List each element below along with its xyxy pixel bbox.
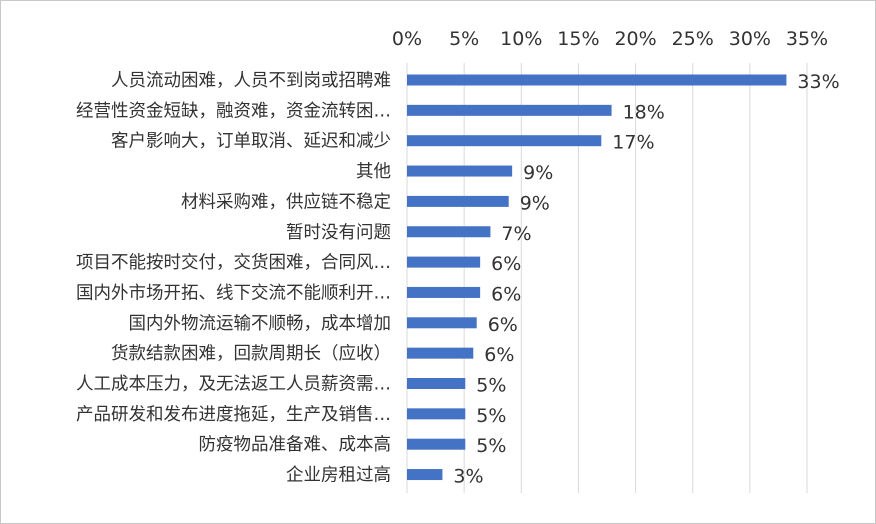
- x-tick-label: 5%: [449, 28, 479, 50]
- bar: [407, 256, 481, 268]
- data-label: 6%: [491, 253, 521, 275]
- category-label: 客户影响大，订单取消、延迟和减少: [111, 132, 391, 152]
- x-tick-label: 10%: [500, 28, 542, 50]
- category-label: 货款结款困难，回款周期长（应收）: [111, 344, 391, 364]
- data-label: 7%: [501, 223, 531, 245]
- x-tick-label: 20%: [614, 28, 656, 50]
- x-tick-label: 30%: [729, 28, 771, 50]
- data-label: 6%: [484, 344, 514, 366]
- bar: [407, 469, 443, 481]
- x-tick-label: 15%: [557, 28, 599, 50]
- bar: [407, 135, 602, 147]
- data-label: 3%: [453, 466, 483, 488]
- x-axis-ticks: 0% 5% 10% 15% 20% 25% 30% 35%: [392, 28, 828, 50]
- bar: [407, 104, 612, 116]
- gridlines: [406, 63, 808, 493]
- category-label: 其他: [356, 162, 391, 182]
- data-label: 5%: [476, 405, 506, 427]
- bar: [407, 378, 466, 389]
- bar: [407, 226, 491, 238]
- bar: [407, 438, 466, 450]
- category-label: 暂时没有问题: [286, 223, 391, 243]
- data-label: 9%: [523, 162, 553, 184]
- bar: [407, 165, 513, 177]
- bars: [407, 74, 787, 481]
- category-label: 国内外物流运输不顺畅，成本增加: [129, 314, 392, 334]
- x-tick-label: 25%: [672, 28, 714, 50]
- data-label: 17%: [612, 132, 654, 154]
- bar: [407, 74, 787, 86]
- category-label: 国内外市场开拓、线下交流不能顺利开…: [76, 283, 391, 303]
- data-labels: 33% 18% 17% 9% 9% 7% 6% 6% 6% 6% 5% 5% 5% 3%: [453, 71, 839, 488]
- category-label: 人员流动困难，人员不到岗或招聘难: [111, 71, 391, 91]
- data-label: 5%: [476, 375, 506, 397]
- bar: [407, 347, 474, 359]
- category-label: 产品研发和发布进度拖延，生产及销售…: [76, 405, 391, 425]
- data-label: 18%: [623, 101, 665, 123]
- data-label: 9%: [520, 192, 550, 214]
- category-label: 经营性资金短缺，融资难，资金流转困…: [76, 101, 391, 121]
- category-label: 防疫物品准备难、成本高: [199, 435, 392, 455]
- category-label: 企业房租过高: [286, 466, 391, 486]
- data-label: 6%: [488, 314, 518, 336]
- data-label: 5%: [476, 435, 506, 457]
- x-tick-label: 35%: [786, 28, 828, 50]
- bar: [407, 408, 466, 420]
- bar: [407, 317, 477, 329]
- x-tick-label: 0%: [392, 28, 422, 50]
- bar: [407, 195, 509, 207]
- category-label: 项目不能按时交付，交货困难，合同风…: [76, 253, 391, 273]
- category-label: 人工成本压力，及无法返工人员薪资需…: [76, 375, 391, 395]
- bar: [407, 286, 481, 298]
- data-label: 33%: [797, 71, 839, 93]
- data-label: 6%: [491, 283, 521, 305]
- category-label: 材料采购难，供应链不稳定: [181, 192, 391, 212]
